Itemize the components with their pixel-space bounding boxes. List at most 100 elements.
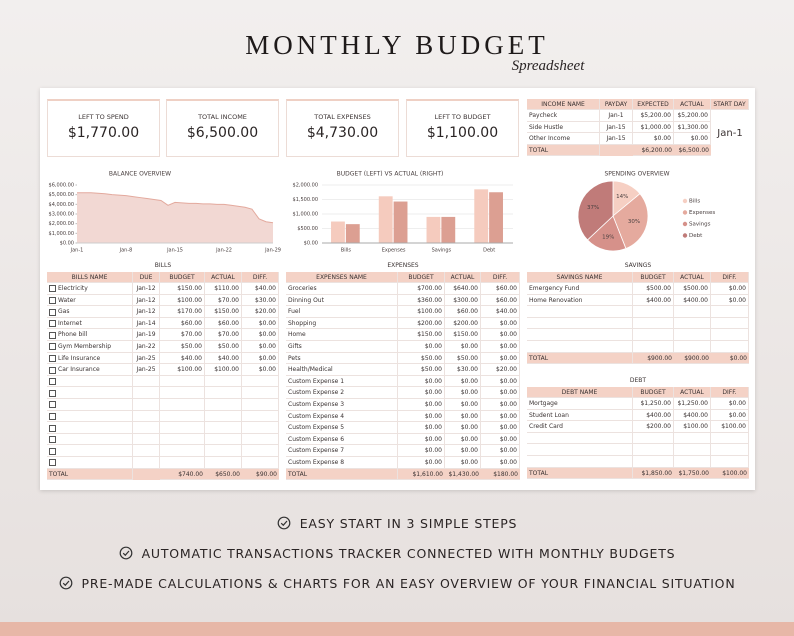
empty-cell [160, 375, 205, 388]
slice-label: 37% [587, 205, 599, 211]
column-header: ACTUAL [205, 272, 242, 283]
empty-cell [242, 457, 279, 469]
checkbox [49, 459, 56, 467]
empty-cell [47, 399, 133, 411]
table-cell: $0.00 [481, 329, 520, 341]
table-cell: $60.00 [481, 283, 520, 295]
empty-cell [205, 422, 242, 434]
empty-cell [160, 387, 205, 399]
empty-cell [527, 444, 633, 456]
column-header: EXPECTED [633, 99, 674, 110]
x-tick-label: Jan-15 [166, 248, 183, 254]
y-tick-label: $3,000.00 [49, 212, 74, 218]
empty-cell [527, 341, 633, 353]
empty-cell [242, 387, 279, 399]
table-cell: $60.00 [445, 306, 481, 318]
bar [426, 216, 441, 243]
empty-cell [242, 422, 279, 434]
empty-cell [205, 410, 242, 423]
summary-label: LEFT TO BUDGET [434, 113, 491, 121]
table-cell: Jan-12 [133, 294, 160, 307]
checkbox [49, 354, 56, 362]
table-cell: Jan-22 [133, 341, 160, 353]
checkbox [49, 436, 56, 444]
table-cell: Shopping [286, 317, 398, 330]
table-cell: $100.00 [674, 421, 711, 433]
empty-cell [160, 433, 205, 446]
column-header: ACTUAL [674, 272, 711, 283]
total-value: $1,430.00 [445, 469, 481, 480]
table-cell: $150.00 [160, 283, 205, 295]
empty-cell [47, 387, 133, 399]
total-value: $900.00 [674, 353, 711, 364]
table-cell: Custom Expense 7 [286, 445, 398, 457]
checkbox [49, 285, 56, 293]
table-cell: Pets [286, 352, 398, 365]
empty-cell [633, 306, 674, 318]
table-cell: $640.00 [445, 283, 481, 295]
total-value: $180.00 [481, 469, 520, 480]
table-cell: $0.00 [711, 409, 749, 422]
total-row [527, 144, 711, 156]
total-label: TOTAL [47, 468, 133, 480]
table-cell: $500.00 [633, 283, 674, 295]
empty-cell [633, 341, 674, 353]
checkbox [49, 378, 56, 386]
table-cell: $200.00 [445, 317, 481, 330]
empty-cell [160, 399, 205, 411]
table-cell: $20.00 [481, 364, 520, 376]
table-cell: $0.00 [481, 387, 520, 399]
table-cell: Side Hustle [527, 121, 600, 134]
column-header: BUDGET [398, 272, 445, 283]
table-cell: $30.00 [445, 364, 481, 376]
empty-cell [205, 445, 242, 457]
empty-cell [133, 457, 160, 469]
column-header: INCOME NAME [527, 99, 600, 110]
table-cell: Health/Medical [286, 364, 398, 376]
empty-cell [160, 410, 205, 423]
table-cell: Fuel [286, 306, 398, 318]
y-tick-label: $500.00 [297, 226, 318, 232]
total-value: $90.00 [242, 469, 279, 480]
check-icon [119, 546, 132, 560]
table-cell: $0.00 [445, 341, 481, 353]
empty-cell [633, 444, 674, 456]
table-cell: $0.00 [445, 457, 481, 469]
total-label: TOTAL [527, 352, 633, 364]
table-cell: Jan-1 [600, 110, 633, 122]
empty-cell [160, 422, 205, 434]
table-cell: $50.00 [205, 341, 242, 353]
table-cell: Jan-12 [133, 283, 160, 295]
total-label: TOTAL [527, 144, 600, 156]
column-header: BUDGET [160, 272, 205, 283]
checkbox [49, 412, 56, 420]
column-header: START DAY [711, 99, 749, 110]
empty-cell [133, 399, 160, 411]
table-cell: $170.00 [160, 306, 205, 318]
table-cell: $0.00 [481, 375, 520, 388]
empty-cell [633, 329, 674, 341]
empty-cell [527, 306, 633, 318]
table-cell: $0.00 [481, 341, 520, 353]
table-cell: $0.00 [398, 457, 445, 469]
y-tick-label: $0.00 [304, 241, 318, 247]
bar [474, 189, 489, 243]
table-cell: Jan-15 [600, 133, 633, 145]
table-cell: $0.00 [481, 433, 520, 446]
empty-cell [205, 457, 242, 469]
table-cell: Gifts [286, 341, 398, 353]
table-cell: $0.00 [445, 433, 481, 446]
x-tick-label: Savings [432, 248, 452, 254]
total-row [286, 468, 520, 480]
table-cell: $400.00 [633, 294, 674, 307]
empty-cell [160, 445, 205, 457]
y-tick-label: $1,000.00 [49, 231, 74, 237]
table-cell: $400.00 [674, 294, 711, 307]
empty-cell [242, 375, 279, 388]
empty-cell [242, 399, 279, 411]
x-tick-label: Jan-22 [215, 248, 232, 254]
empty-cell [242, 445, 279, 457]
empty-cell [674, 341, 711, 353]
total-value: $6,500.00 [674, 145, 711, 156]
